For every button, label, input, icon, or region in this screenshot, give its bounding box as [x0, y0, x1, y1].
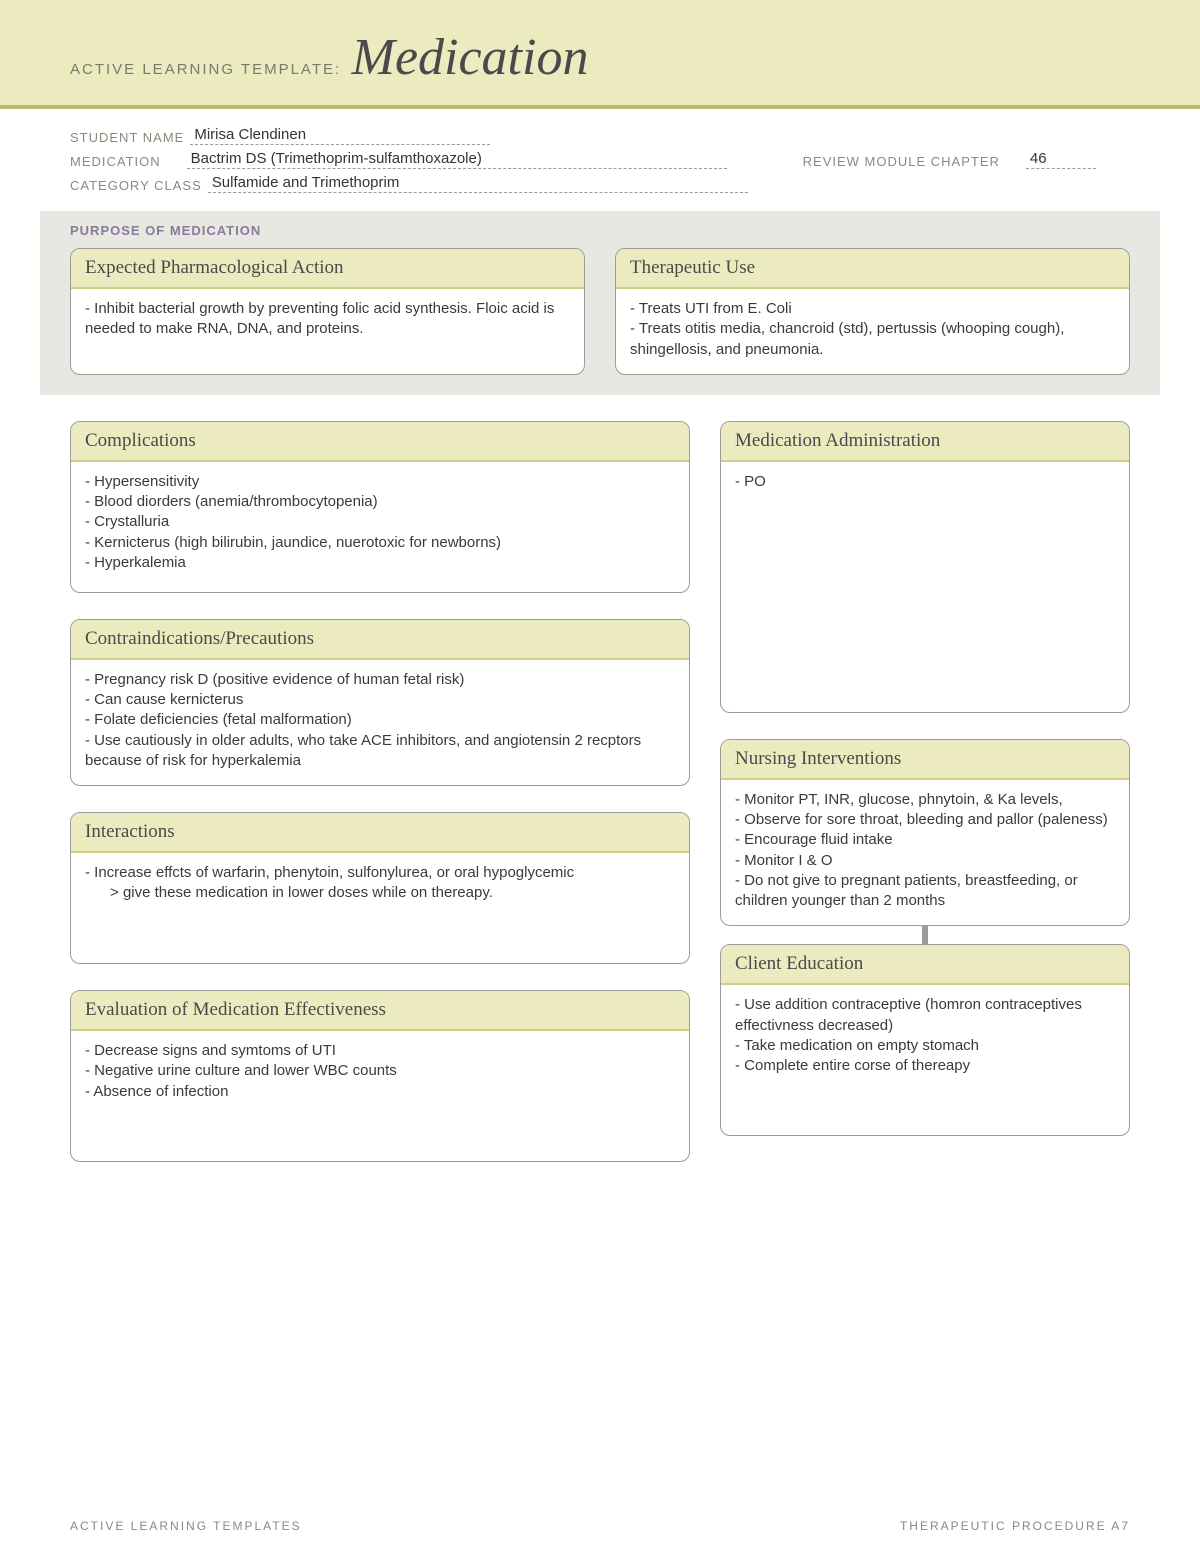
- purpose-label: PURPOSE OF MEDICATION: [70, 223, 1130, 238]
- contraindications-card: Contraindications/Precautions - Pregnanc…: [70, 619, 690, 786]
- medication-admin-card: Medication Administration - PO: [720, 421, 1130, 713]
- client-education-body: - Use addition contraceptive (homron con…: [721, 985, 1129, 1135]
- interactions-title: Interactions: [71, 813, 689, 853]
- complications-card: Complications - Hypersensitivity - Blood…: [70, 421, 690, 593]
- nursing-interventions-title: Nursing Interventions: [721, 740, 1129, 780]
- interactions-card: Interactions - Increase effcts of warfar…: [70, 812, 690, 964]
- connector-line: [922, 926, 928, 946]
- complications-title: Complications: [71, 422, 689, 462]
- medication-value: Bactrim DS (Trimethoprim-sulfamthoxazole…: [191, 150, 482, 167]
- category-class-label: CATEGORY CLASS: [70, 178, 202, 193]
- contraindications-title: Contraindications/Precautions: [71, 620, 689, 660]
- interactions-body: - Increase effcts of warfarin, phenytoin…: [71, 853, 689, 963]
- page: ACTIVE LEARNING TEMPLATE: Medication STU…: [0, 0, 1200, 1553]
- therapeutic-use-card: Therapeutic Use - Treats UTI from E. Col…: [615, 248, 1130, 375]
- evaluation-title: Evaluation of Medication Effectiveness: [71, 991, 689, 1031]
- therapeutic-use-body: - Treats UTI from E. Coli - Treats otiti…: [616, 289, 1129, 374]
- nursing-interventions-body: - Monitor PT, INR, glucose, phnytoin, & …: [721, 780, 1129, 926]
- expected-action-title: Expected Pharmacological Action: [71, 249, 584, 289]
- medication-admin-body: - PO: [721, 462, 1129, 712]
- student-name-label: STUDENT NAME: [70, 130, 184, 145]
- purpose-section: PURPOSE OF MEDICATION Expected Pharmacol…: [40, 211, 1160, 395]
- review-chapter-value: 46: [1030, 150, 1047, 167]
- footer-left: ACTIVE LEARNING TEMPLATES: [70, 1519, 302, 1533]
- content-area: Complications - Hypersensitivity - Blood…: [0, 395, 1200, 1162]
- student-name-value: Mirisa Clendinen: [194, 126, 306, 143]
- footer-right: THERAPEUTIC PROCEDURE A7: [900, 1519, 1130, 1533]
- footer: ACTIVE LEARNING TEMPLATES THERAPEUTIC PR…: [70, 1519, 1130, 1533]
- evaluation-card: Evaluation of Medication Effectiveness -…: [70, 990, 690, 1162]
- evaluation-body: - Decrease signs and symtoms of UTI - Ne…: [71, 1031, 689, 1161]
- meta-section: STUDENT NAME Mirisa Clendinen MEDICATION…: [0, 109, 1200, 211]
- contraindications-body: - Pregnancy risk D (positive evidence of…: [71, 660, 689, 785]
- medication-label: MEDICATION: [70, 154, 161, 169]
- therapeutic-use-title: Therapeutic Use: [616, 249, 1129, 289]
- client-education-card: Client Education - Use addition contrace…: [720, 944, 1130, 1136]
- header-prefix: ACTIVE LEARNING TEMPLATE:: [70, 61, 341, 78]
- complications-body: - Hypersensitivity - Blood diorders (ane…: [71, 462, 689, 592]
- nursing-interventions-card: Nursing Interventions - Monitor PT, INR,…: [720, 739, 1130, 927]
- expected-action-body: - Inhibit bacterial growth by preventing…: [71, 289, 584, 354]
- category-class-value: Sulfamide and Trimethoprim: [212, 174, 400, 191]
- expected-action-card: Expected Pharmacological Action - Inhibi…: [70, 248, 585, 375]
- header-banner: ACTIVE LEARNING TEMPLATE: Medication: [0, 0, 1200, 109]
- medication-admin-title: Medication Administration: [721, 422, 1129, 462]
- review-chapter-label: REVIEW MODULE CHAPTER: [803, 154, 1000, 169]
- header-title: Medication: [352, 28, 589, 87]
- client-education-title: Client Education: [721, 945, 1129, 985]
